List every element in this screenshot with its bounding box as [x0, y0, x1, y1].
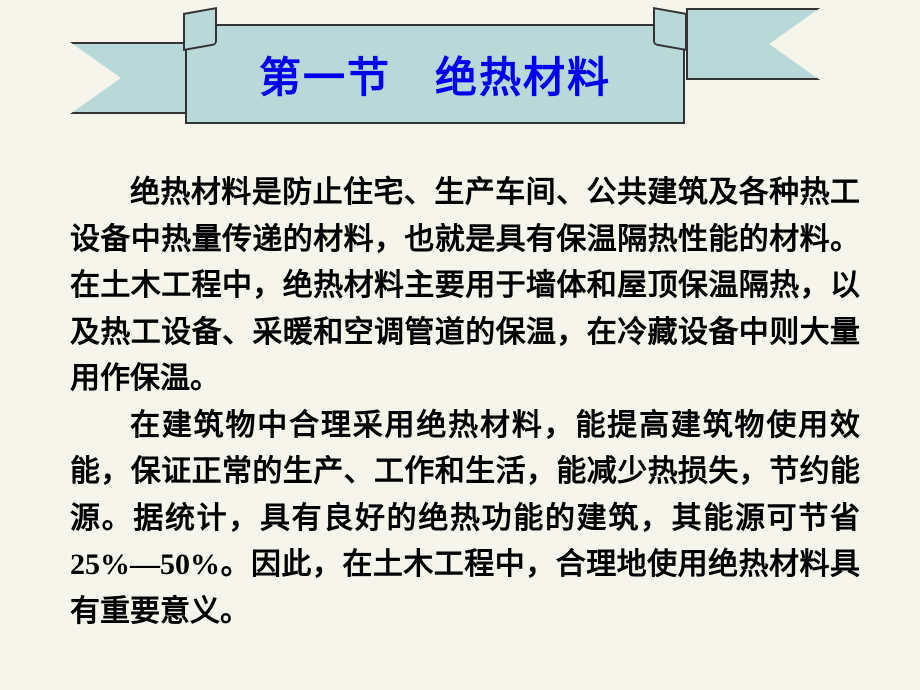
body-content: 绝热材料是防止住宅、生产车间、公共建筑及各种热工设备中热量传递的材料，也就是具有… — [70, 170, 860, 635]
paragraph-2: 在建筑物中合理采用绝热材料，能提高建筑物使用效能，保证正常的生产、工作和生活，能… — [70, 403, 860, 636]
section-title: 第一节 绝热材料 — [259, 44, 611, 105]
title-banner: 第一节 绝热材料 — [70, 10, 850, 140]
banner-curl-left — [183, 7, 217, 51]
paragraph-1: 绝热材料是防止住宅、生产车间、公共建筑及各种热工设备中热量传递的材料，也就是具有… — [70, 170, 860, 403]
banner-curl-right — [653, 7, 687, 51]
banner-scroll: 第一节 绝热材料 — [185, 24, 685, 124]
